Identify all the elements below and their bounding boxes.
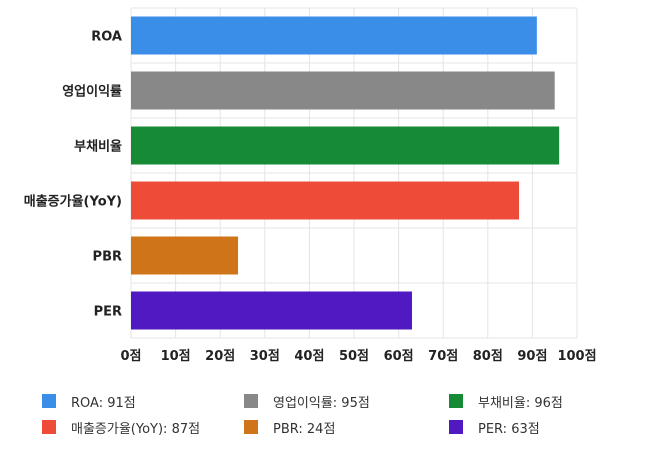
legend-swatch (42, 394, 56, 408)
x-tick-label: 20점 (205, 349, 235, 364)
legend-entry: 영업이익률: 95점 (273, 396, 370, 411)
bar (131, 71, 555, 110)
category-label: 영업이익률 (62, 84, 122, 100)
bar (131, 181, 520, 220)
legend-swatch (42, 420, 56, 434)
category-label: 매출증가율(YoY) (24, 194, 122, 210)
x-tick-label: 90점 (517, 349, 547, 364)
x-tick-label: 30점 (250, 349, 280, 364)
x-tick-label: 70점 (428, 349, 458, 364)
category-label: 부채비율 (74, 139, 122, 155)
legend-entry: PBR: 24점 (273, 422, 335, 437)
bar (131, 236, 239, 275)
legend-entry: 매출증가율(YoY): 87점 (71, 422, 200, 437)
legend-swatch (449, 394, 463, 408)
x-tick-labels: 0점 10점 20점 30점 40점 50점 60점 70점 80점 90점 100점 (120, 349, 596, 364)
legend-entry: ROA: 91점 (71, 396, 136, 411)
bar (131, 16, 537, 55)
bars (131, 16, 560, 330)
category-label: PER (94, 305, 122, 320)
x-tick-label: 0점 (120, 349, 141, 364)
x-tick-label: 10점 (161, 349, 191, 364)
category-label: PBR (93, 250, 122, 265)
bar (131, 291, 412, 330)
category-label: ROA (91, 30, 122, 45)
x-tick-label: 100점 (557, 349, 596, 364)
legend-swatch (244, 420, 258, 434)
x-tick-label: 40점 (294, 349, 324, 364)
legend-entry: PER: 63점 (478, 422, 540, 437)
bar (131, 126, 560, 165)
grid (130, 7, 578, 339)
legend-swatch (449, 420, 463, 434)
x-tick-label: 60점 (384, 349, 414, 364)
x-tick-label: 50점 (339, 349, 369, 364)
x-tick-label: 80점 (473, 349, 503, 364)
legend-entry: 부채비율: 96점 (478, 396, 563, 411)
legend-swatch (244, 394, 258, 408)
